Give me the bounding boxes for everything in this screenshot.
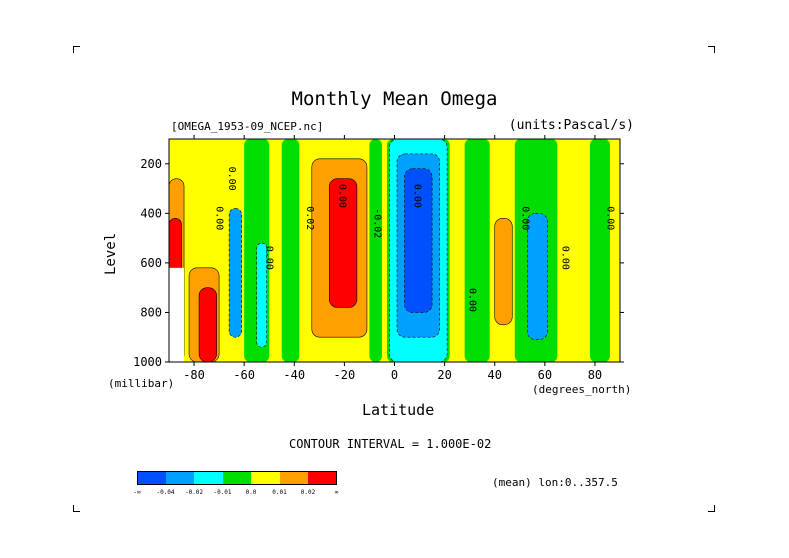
crop-mark-top-right [708, 46, 715, 53]
field-band-negative [281, 139, 300, 362]
contour-label: -0.02 [371, 208, 382, 238]
y-tick-label: 600 [140, 256, 162, 270]
field-band-negative [589, 139, 610, 362]
contour-band [228, 208, 242, 338]
contour-interval-text: CONTOUR INTERVAL = 1.000E-02 [289, 437, 492, 451]
contour-label: 0.00 [559, 246, 570, 270]
contour-labels: 0.00 0.00 0.02 0.00 -0.02 0.00 0.00 0.00 0.00 0.0… [214, 167, 616, 313]
x-axis-ticks: -80 -60 -40 -20 0 20 40 60 80 [183, 135, 602, 382]
crop-mark-top-left [73, 46, 80, 53]
x-tick-label: 0 [391, 368, 398, 382]
colorbar-swatch [251, 471, 280, 485]
y-tick-label: 200 [140, 157, 162, 171]
missing-data-region [169, 267, 185, 362]
crop-mark-bottom-right [708, 505, 715, 512]
chart-title: Monthly Mean Omega [291, 88, 498, 110]
x-tick-label: -80 [183, 368, 205, 382]
contour-band [494, 217, 513, 326]
contour-label: 0.02 [304, 206, 315, 230]
colorbar-swatch [165, 471, 194, 485]
x-axis-label: Latitude [362, 401, 435, 419]
x-tick-label: -40 [283, 368, 305, 382]
colorbar-label: -0.04 [156, 489, 175, 496]
x-unit-label: (degrees_north) [532, 383, 632, 396]
x-tick-label: 20 [437, 368, 451, 382]
colorbar-label: 0.01 [272, 489, 287, 496]
crop-mark-bottom-left [73, 505, 80, 512]
colorbar-label: -0.01 [213, 489, 232, 496]
y-unit-label: (millibar) [108, 377, 175, 390]
field-band-negative [369, 139, 382, 362]
units-label: (units:Pascal/s) [508, 118, 634, 133]
y-axis-label: Level [103, 232, 119, 275]
colorbar-label: 0.0 [245, 489, 257, 496]
x-tick-label: 40 [487, 368, 501, 382]
colorbar-swatch [137, 471, 166, 485]
contour-label: 0.00 [226, 167, 237, 191]
field-band-negative [464, 139, 490, 362]
contour-band [404, 168, 433, 313]
plot-area [168, 138, 620, 363]
y-tick-label: 1000 [133, 355, 162, 369]
colorbar-label: -∞ [133, 489, 141, 496]
contour-band [329, 178, 358, 308]
x-tick-label: 80 [588, 368, 602, 382]
x-tick-label: 60 [538, 368, 552, 382]
contour-band [526, 213, 548, 340]
dataset-label: [OMEGA_1953-09_NCEP.nc] [171, 120, 324, 133]
contour-label: 0.00 [467, 288, 478, 312]
contour-label: 0.00 [604, 206, 615, 230]
colorbar-label: ∞ [334, 489, 339, 496]
contour-label: 0.00 [214, 206, 225, 230]
x-tick-label: -60 [233, 368, 255, 382]
colorbar-label: -0.02 [184, 489, 204, 496]
contour-band [198, 287, 217, 363]
mean-text: (mean) lon:0..357.5 [492, 476, 618, 489]
plot-frame [168, 138, 621, 363]
colorbar-label: 0.02 [300, 489, 316, 496]
y-axis-ticks: 200 400 600 800 1000 [133, 157, 624, 369]
x-tick-label: -20 [334, 368, 356, 382]
colorbar-swatch [308, 471, 337, 485]
contour-label: 0.00 [264, 246, 275, 270]
colorbar-swatch [194, 471, 223, 485]
colorbar-swatch [222, 471, 251, 485]
y-tick-label: 400 [140, 206, 162, 220]
colorbar-frame [137, 471, 337, 485]
y-tick-label: 800 [140, 305, 162, 319]
colorbar-swatch [279, 471, 308, 485]
contour-label: 0.00 [519, 206, 530, 230]
contour-label: 0.00 [336, 184, 347, 208]
contour-band [256, 242, 268, 348]
contour-label: 0.00 [412, 184, 423, 208]
